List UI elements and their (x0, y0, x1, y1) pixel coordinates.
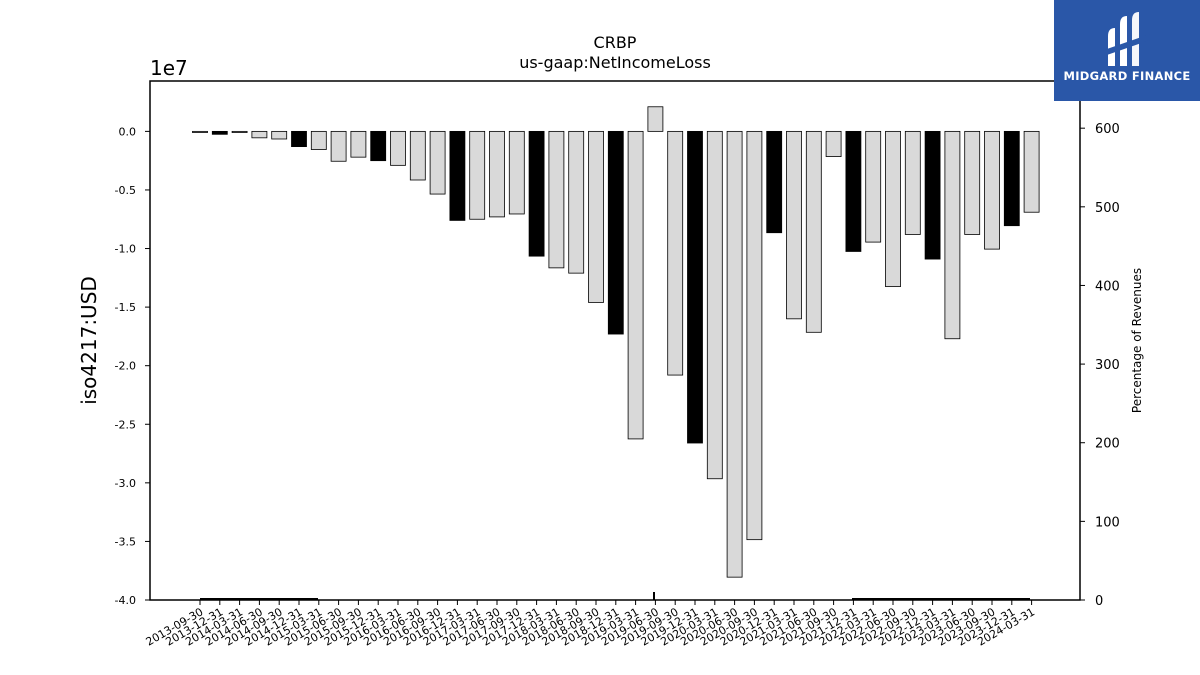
bar-2018-09-30 (588, 130, 604, 303)
bar-2015-03-31 (310, 130, 327, 150)
y-tick-label: -4.0 (115, 594, 136, 607)
bar-2023-06-30 (964, 130, 981, 235)
bar-2015-12-31 (370, 130, 387, 162)
bar-2015-09-30 (350, 130, 367, 158)
bar-2017-09-30 (508, 130, 525, 215)
bar-2013-12-31 (211, 130, 228, 135)
bar-2021-12-31 (845, 130, 862, 252)
y-tick-label: -1.5 (115, 301, 136, 314)
bar-2017-03-31 (469, 130, 486, 220)
bar-2016-09-30 (429, 130, 446, 195)
y2-axis-label: Percentage of Revenues (1130, 268, 1144, 413)
chart-subtitle: us-gaap:NetIncomeLoss (519, 53, 711, 72)
bar-2018-06-30 (568, 130, 585, 274)
bar-2018-03-31 (548, 130, 565, 269)
chart-title: CRBP (594, 33, 637, 52)
bar-2016-12-31 (449, 130, 466, 221)
bar-2016-06-30 (409, 130, 426, 181)
bar-2022-09-30 (904, 130, 921, 235)
y2-tick-label: 0 (1095, 594, 1103, 609)
bar-2022-12-31 (924, 130, 941, 260)
bar-2022-03-31 (865, 130, 882, 243)
bar-2016-03-31 (390, 130, 406, 166)
bar-2020-03-31 (706, 130, 723, 480)
bar-2020-12-31 (766, 130, 783, 234)
plot-frame (149, 80, 1081, 601)
bar-2024-03-31 (1023, 130, 1040, 213)
bar-2019-09-30 (667, 130, 684, 376)
bar-2022-06-30 (885, 130, 901, 288)
y2-tick-label: 400 (1095, 279, 1120, 294)
logo-text: MIDGARD FINANCE (1063, 69, 1191, 83)
bar-2019-12-31 (687, 130, 703, 444)
y-axis-label: iso4217:USD (77, 276, 101, 405)
y-tick-label: -3.5 (115, 535, 136, 548)
y-tick-label: 0.0 (119, 125, 137, 138)
bar-2020-09-30 (746, 130, 763, 541)
y-tick-label: -0.5 (115, 184, 136, 197)
y-tick-label: -2.5 (115, 418, 136, 431)
y-tick-label: -1.0 (115, 243, 136, 256)
bar-2015-06-30 (330, 130, 347, 162)
bar-2019-06-30 (647, 106, 664, 132)
bar-2014-12-31 (291, 130, 307, 148)
bar-2014-06-30 (251, 130, 268, 139)
y-tick-label: -2.0 (115, 360, 136, 373)
y2-tick-label: 300 (1095, 358, 1120, 373)
y-tick-label: -3.0 (115, 477, 136, 490)
bar-2021-09-30 (825, 130, 842, 157)
y-offset-label: 1e7 (150, 56, 188, 80)
bar-2021-03-31 (786, 130, 802, 320)
bar-2023-09-30 (984, 130, 1000, 250)
bar-2021-06-30 (805, 130, 822, 333)
bar-2023-12-31 (1003, 130, 1020, 227)
brand-logo: MIDGARD FINANCE (1054, 0, 1200, 101)
bar-2019-03-31 (627, 130, 644, 440)
y2-tick-label: 500 (1095, 201, 1120, 216)
y2-tick-label: 200 (1095, 437, 1120, 452)
y2-tick-label: 600 (1095, 122, 1120, 137)
bar-2017-12-31 (528, 130, 545, 257)
bar-2023-03-31 (944, 130, 961, 340)
bar-2013-09-30 (192, 130, 208, 133)
bar-2020-06-30 (726, 130, 743, 578)
bar-2017-06-30 (489, 130, 505, 218)
y2-tick-label: 100 (1095, 515, 1120, 530)
logo-mark-icon (1104, 12, 1150, 66)
bar-2014-09-30 (271, 130, 288, 140)
bar-2018-12-31 (607, 130, 624, 335)
bar-2014-03-31 (231, 130, 248, 133)
